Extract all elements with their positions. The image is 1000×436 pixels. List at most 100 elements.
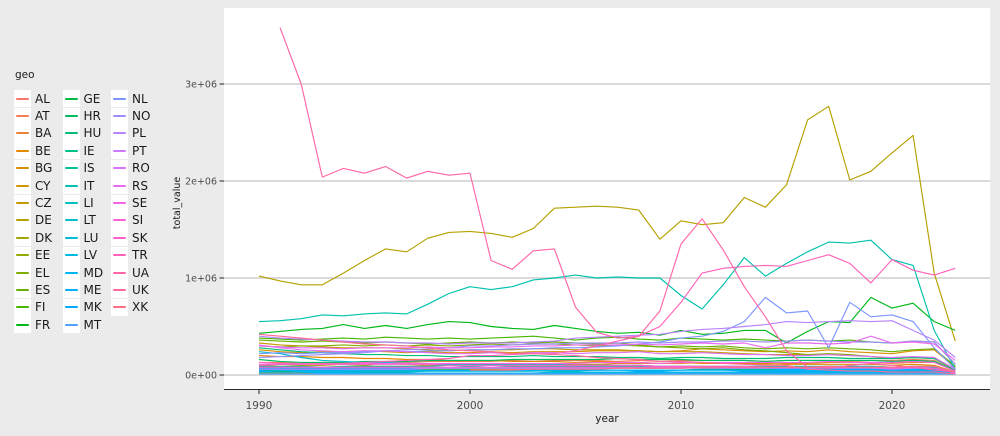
legend-item-BG: BG xyxy=(14,159,63,177)
legend-key-line-icon xyxy=(64,254,78,257)
x-tick-label: 2020 xyxy=(879,400,906,412)
legend-key-swatch xyxy=(111,142,128,160)
legend-key-line-icon xyxy=(113,184,126,187)
legend-label: SI xyxy=(132,213,144,228)
legend-key-swatch xyxy=(14,194,31,212)
legend-label: BA xyxy=(35,126,52,141)
y-tick-label: 1e+06 xyxy=(185,274,217,285)
legend-key-line-icon xyxy=(16,306,29,309)
legend-item-EE: EE xyxy=(14,246,63,264)
legend-key-line-icon xyxy=(64,132,78,135)
legend-key-line-icon xyxy=(113,132,126,135)
legend-key-swatch xyxy=(111,177,128,195)
legend-key-line-icon xyxy=(64,323,78,326)
legend-item-CZ: CZ xyxy=(14,194,63,212)
legend-key-swatch xyxy=(111,107,128,125)
legend-key-swatch xyxy=(111,124,128,142)
legend-key-swatch xyxy=(14,90,31,108)
legend-item-FR: FR xyxy=(14,316,63,334)
legend-item-HU: HU xyxy=(62,124,112,142)
legend-item-HR: HR xyxy=(62,107,112,125)
legend-label: LT xyxy=(83,213,96,228)
legend-label: MT xyxy=(83,317,102,332)
legend-key-swatch xyxy=(14,177,31,195)
legend-key-swatch xyxy=(111,159,128,177)
legend-label: BE xyxy=(35,143,51,158)
series-line-MD xyxy=(258,370,956,375)
legend-key-swatch xyxy=(111,90,128,108)
legend-item-DE: DE xyxy=(14,211,63,229)
legend-key-swatch xyxy=(62,142,80,160)
legend-item-XK: XK xyxy=(111,298,160,316)
legend-key-line-icon xyxy=(16,236,29,239)
legend-item-LU: LU xyxy=(62,229,112,247)
series-line-DE xyxy=(258,105,956,342)
legend-key-line-icon xyxy=(16,288,29,291)
legend-label: RO xyxy=(132,161,150,176)
legend-item-LV: LV xyxy=(62,246,112,264)
legend-label: FR xyxy=(35,317,51,332)
legend-item-BA: BA xyxy=(14,124,63,142)
legend-label: UK xyxy=(132,282,149,297)
legend-key-line-icon xyxy=(16,97,29,100)
legend-label: XK xyxy=(132,300,149,315)
legend-item-NO: NO xyxy=(111,107,160,125)
legend-key-line-icon xyxy=(16,219,29,222)
legend: AL AT BA BE BG CY CZ DE DK EE EL ES FI FR GE HR HU IE IS IT… xyxy=(14,90,160,334)
legend-key-swatch xyxy=(14,281,31,299)
legend-label: SE xyxy=(132,196,148,211)
series-line-FI xyxy=(258,335,956,365)
legend-label: UA xyxy=(132,265,149,280)
legend-key-swatch xyxy=(14,211,31,229)
x-tick-label: 2000 xyxy=(457,400,484,412)
y-tick-label: 3e+06 xyxy=(185,80,217,91)
legend-key-swatch xyxy=(14,124,31,142)
legend-key-swatch xyxy=(62,124,80,142)
legend-label: FI xyxy=(35,300,46,315)
legend-key-line-icon xyxy=(64,219,78,222)
legend-item-AT: AT xyxy=(14,107,63,125)
legend-item-MK: MK xyxy=(62,298,112,316)
legend-item-GE: GE xyxy=(62,90,112,108)
legend-label: DK xyxy=(35,230,53,245)
legend-item-AL: AL xyxy=(14,90,63,108)
legend-item-SE: SE xyxy=(111,194,160,212)
legend-key-line-icon xyxy=(64,184,78,187)
legend-key-line-icon xyxy=(16,167,29,170)
legend-item-LI: LI xyxy=(62,194,112,212)
y-tick-label: 2e+06 xyxy=(185,177,217,188)
legend-item-TR: TR xyxy=(111,246,160,264)
legend-label: AL xyxy=(35,91,50,106)
legend-label: PL xyxy=(132,126,146,141)
legend-label: AT xyxy=(35,109,50,124)
legend-label: BG xyxy=(35,161,53,176)
legend-label: CY xyxy=(35,178,51,193)
legend-key-line-icon xyxy=(64,306,78,309)
legend-key-line-icon xyxy=(113,219,126,222)
legend-item-BE: BE xyxy=(14,142,63,160)
legend-key-swatch xyxy=(111,298,128,316)
legend-key-swatch xyxy=(62,211,80,229)
legend-title: geo xyxy=(15,69,35,81)
legend-item-ES: ES xyxy=(14,281,63,299)
legend-key-swatch xyxy=(14,298,31,316)
legend-key-line-icon xyxy=(113,288,126,291)
legend-key-line-icon xyxy=(16,115,29,118)
legend-key-line-icon xyxy=(16,202,29,205)
legend-key-line-icon xyxy=(113,97,126,100)
legend-label: SK xyxy=(132,230,148,245)
legend-label: RS xyxy=(132,178,148,193)
legend-label: MK xyxy=(83,300,102,315)
legend-key-swatch xyxy=(62,246,80,264)
legend-key-swatch xyxy=(111,194,128,212)
legend-item-MT: MT xyxy=(62,316,112,334)
legend-key-swatch xyxy=(111,281,128,299)
legend-label: ME xyxy=(83,282,102,297)
legend-item-UK: UK xyxy=(111,281,160,299)
legend-key-line-icon xyxy=(64,115,78,118)
legend-label: NL xyxy=(132,91,148,106)
legend-label: LU xyxy=(83,230,99,245)
legend-label: CZ xyxy=(35,196,52,211)
legend-label: IS xyxy=(83,161,95,176)
series-line-XK xyxy=(470,365,956,373)
